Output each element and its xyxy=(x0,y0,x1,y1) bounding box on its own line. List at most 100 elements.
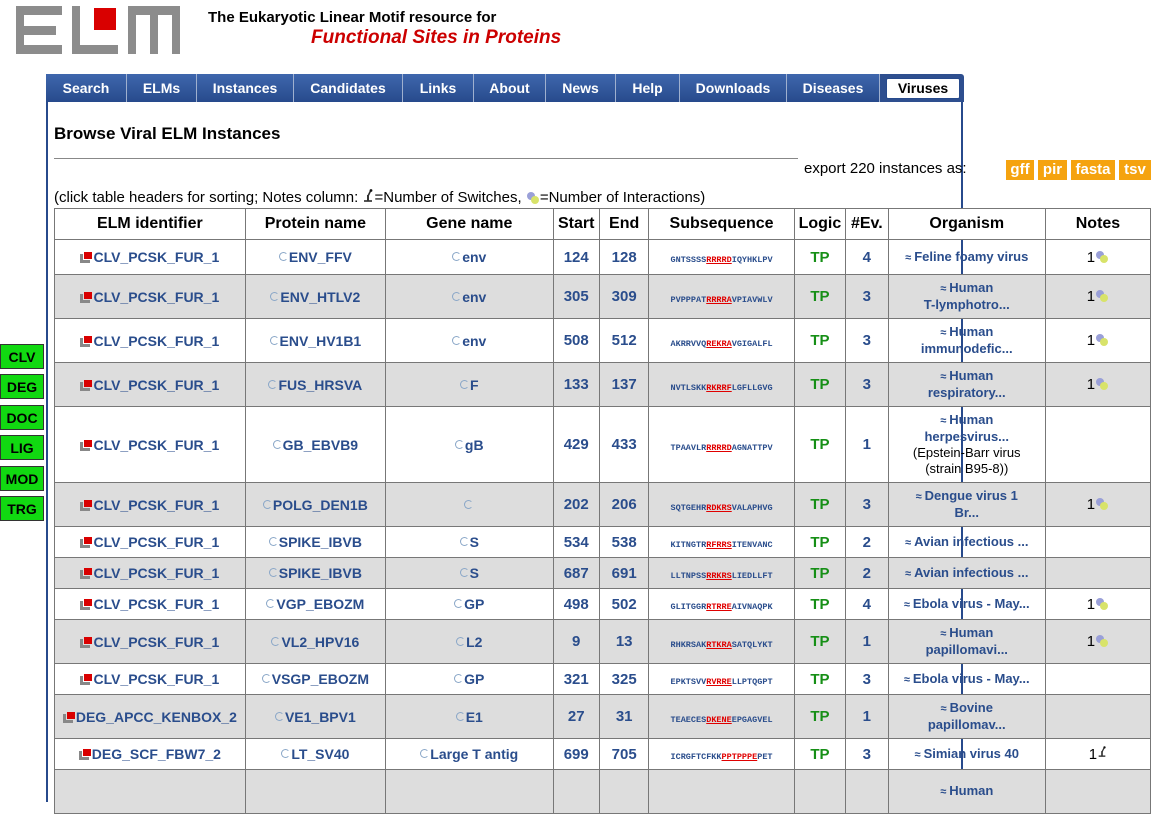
tab-candidates[interactable]: Candidates xyxy=(294,74,403,102)
protein-link[interactable]: SPIKE_IBVB xyxy=(278,565,362,581)
organism-link[interactable]: papillomavi... xyxy=(925,642,1008,657)
header-subsequence[interactable]: Subsequence xyxy=(648,208,795,240)
organism-link[interactable]: T-lymphotro... xyxy=(923,297,1010,312)
gene-link[interactable]: L2 xyxy=(466,633,483,650)
elm-identifier-link[interactable]: CLV_PCSK_FUR_1 xyxy=(93,288,220,305)
tab-help[interactable]: Help xyxy=(616,74,680,102)
organism-link[interactable]: Human xyxy=(949,368,994,383)
export-fasta-button[interactable]: fasta xyxy=(1071,160,1115,180)
notes-cell xyxy=(1044,694,1152,739)
export-pir-button[interactable]: pir xyxy=(1038,160,1067,180)
protein-link[interactable]: GB_EBVB9 xyxy=(282,436,359,453)
protein-link[interactable]: FUS_HRSVA xyxy=(278,376,363,393)
organism-link[interactable]: immunodefic... xyxy=(920,341,1013,356)
organism-link[interactable]: papillomav... xyxy=(927,717,1006,732)
gene-link[interactable]: Large T antig xyxy=(430,746,519,762)
organism-link[interactable]: respiratory... xyxy=(927,385,1006,400)
side-label-doc[interactable]: DOC xyxy=(0,405,44,430)
tab-viruses[interactable]: Viruses xyxy=(886,78,960,99)
notes-count[interactable]: 1 xyxy=(1086,288,1096,305)
elm-identifier-link[interactable]: CLV_PCSK_FUR_1 xyxy=(93,565,220,581)
elm-identifier-link[interactable]: CLV_PCSK_FUR_1 xyxy=(93,633,220,650)
tab-instances[interactable]: Instances xyxy=(197,74,294,102)
tab-downloads[interactable]: Downloads xyxy=(680,74,787,102)
organism-link[interactable]: Bovine xyxy=(949,700,993,715)
side-label-clv[interactable]: CLV xyxy=(0,344,44,369)
protein-link[interactable]: SPIKE_IBVB xyxy=(278,534,362,550)
tab-diseases[interactable]: Diseases xyxy=(787,74,880,102)
tab-about[interactable]: About xyxy=(474,74,546,102)
header-logic[interactable]: Logic xyxy=(793,208,847,240)
elm-logo[interactable] xyxy=(16,6,180,54)
header-start[interactable]: Start xyxy=(552,208,600,240)
side-label-mod[interactable]: MOD xyxy=(0,466,44,491)
header-protein-name[interactable]: Protein name xyxy=(244,208,387,240)
protein-link[interactable]: VE1_BPV1 xyxy=(284,708,356,725)
organism-link[interactable]: Human xyxy=(949,324,994,339)
notes-count[interactable]: 1 xyxy=(1086,496,1096,513)
header-elm-identifier[interactable]: ELM identifier xyxy=(54,208,246,240)
export-gff-button[interactable]: gff xyxy=(1006,160,1034,180)
organism-link[interactable]: Feline foamy virus xyxy=(914,248,1029,264)
gene-link[interactable]: GP xyxy=(464,596,485,612)
side-label-deg[interactable]: DEG xyxy=(0,374,44,399)
notes-count[interactable]: 1 xyxy=(1086,633,1096,650)
organism-link[interactable]: Br... xyxy=(954,505,980,520)
organism-link[interactable]: Human xyxy=(949,280,994,295)
elm-identifier-link[interactable]: CLV_PCSK_FUR_1 xyxy=(93,249,220,265)
notes-count[interactable]: 1 xyxy=(1086,332,1096,349)
organism-link[interactable]: Ebola virus - May... xyxy=(912,670,1030,686)
gene-link[interactable]: S xyxy=(469,534,479,550)
organism-link[interactable]: Ebola virus - May... xyxy=(912,595,1030,611)
protein-link[interactable]: ENV_HTLV2 xyxy=(280,288,361,305)
elm-identifier-link[interactable]: CLV_PCSK_FUR_1 xyxy=(93,534,220,550)
gene-link[interactable]: S xyxy=(469,565,479,581)
protein-link[interactable]: VL2_HPV16 xyxy=(281,633,360,650)
elm-identifier-link[interactable]: CLV_PCSK_FUR_1 xyxy=(93,436,220,453)
elm-identifier-cell: CLV_PCSK_FUR_1 xyxy=(54,588,246,620)
gene-link[interactable]: E1 xyxy=(465,708,483,725)
organism-link[interactable]: herpesvirus... xyxy=(924,429,1010,444)
organism-link[interactable]: Avian infectious ... xyxy=(914,533,1029,549)
gene-link[interactable]: env xyxy=(462,332,487,349)
elm-identifier-link[interactable]: DEG_APCC_KENBOX_2 xyxy=(75,708,237,725)
notes-count[interactable]: 1 xyxy=(1086,595,1096,613)
gene-link[interactable]: GP xyxy=(464,671,485,687)
header-notes[interactable]: Notes xyxy=(1044,208,1152,240)
export-tsv-button[interactable]: tsv xyxy=(1119,160,1151,180)
elm-identifier-link[interactable]: CLV_PCSK_FUR_1 xyxy=(93,332,220,349)
protein-link[interactable]: POLG_DEN1B xyxy=(272,496,368,513)
organism-link[interactable]: Simian virus 40 xyxy=(923,745,1019,761)
header-organism[interactable]: Organism xyxy=(887,208,1046,240)
organism-link[interactable]: Avian infectious ... xyxy=(914,564,1029,580)
header-gene-name[interactable]: Gene name xyxy=(385,208,554,240)
tab-links[interactable]: Links xyxy=(403,74,474,102)
gene-link[interactable]: env xyxy=(462,249,487,265)
header-evidence[interactable]: #Ev. xyxy=(845,208,889,240)
side-label-lig[interactable]: LIG xyxy=(0,435,44,460)
elm-identifier-link[interactable]: CLV_PCSK_FUR_1 xyxy=(93,496,220,513)
tab-news[interactable]: News xyxy=(546,74,616,102)
protein-link[interactable]: ENV_FFV xyxy=(288,249,352,265)
gene-link[interactable]: env xyxy=(462,288,487,305)
tab-search[interactable]: Search xyxy=(46,74,127,102)
protein-link[interactable]: ENV_HV1B1 xyxy=(279,332,362,349)
elm-identifier-link[interactable]: CLV_PCSK_FUR_1 xyxy=(93,671,220,687)
protein-link[interactable]: LT_SV40 xyxy=(291,746,350,762)
side-label-trg[interactable]: TRG xyxy=(0,496,44,521)
notes-count[interactable]: 1 xyxy=(1088,746,1098,763)
organism-link[interactable]: Human xyxy=(949,412,994,427)
elm-identifier-link[interactable]: CLV_PCSK_FUR_1 xyxy=(93,596,220,612)
gene-link[interactable]: gB xyxy=(464,436,484,453)
elm-identifier-link[interactable]: CLV_PCSK_FUR_1 xyxy=(93,376,220,393)
elm-identifier-link[interactable]: DEG_SCF_FBW7_2 xyxy=(91,746,221,762)
organism-link[interactable]: Human xyxy=(949,625,994,640)
organism-link[interactable]: Dengue virus 1 xyxy=(924,488,1018,503)
protein-link[interactable]: VGP_EBOZM xyxy=(276,596,365,612)
header-end[interactable]: End xyxy=(598,208,650,240)
notes-count[interactable]: 1 xyxy=(1086,248,1096,266)
gene-link[interactable]: F xyxy=(469,376,479,393)
tab-elms[interactable]: ELMs xyxy=(127,74,197,102)
notes-count[interactable]: 1 xyxy=(1086,376,1096,393)
protein-link[interactable]: VSGP_EBOZM xyxy=(271,671,369,687)
